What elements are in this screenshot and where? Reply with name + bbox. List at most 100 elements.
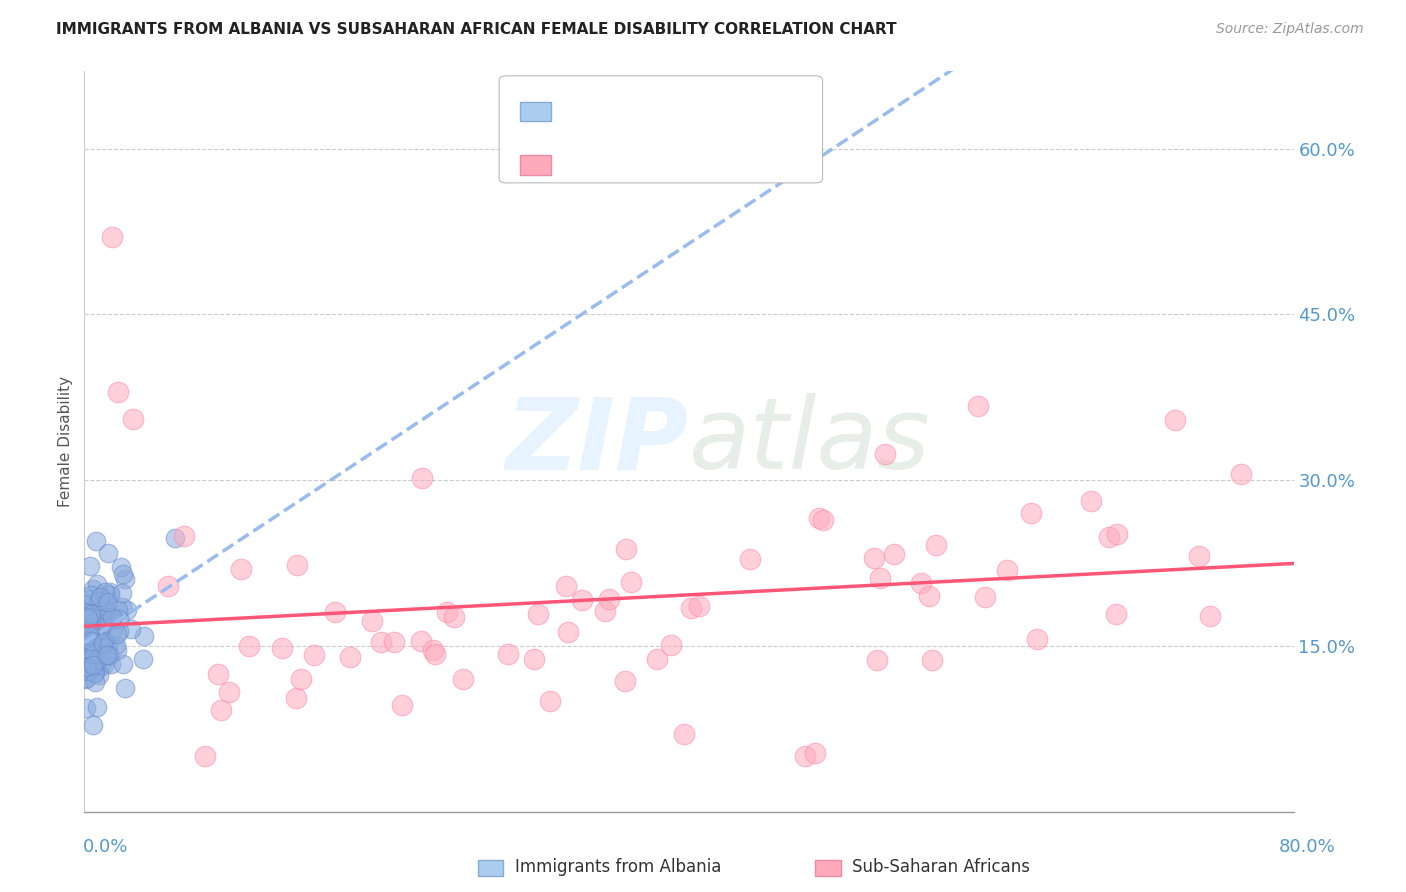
Point	[209, 703, 232, 717]
Point	[1164, 413, 1187, 427]
Text: 97: 97	[723, 103, 747, 120]
Point	[75, 599, 97, 613]
Point	[77, 627, 100, 641]
Point	[82, 657, 104, 672]
Point	[107, 384, 129, 399]
Point	[290, 673, 312, 687]
Point	[157, 579, 180, 593]
Point	[96, 648, 118, 662]
Point	[132, 629, 155, 643]
Point	[231, 562, 253, 576]
Point	[423, 647, 446, 661]
Point	[614, 542, 637, 557]
Point	[498, 647, 520, 661]
Point	[97, 640, 120, 654]
Point	[1198, 608, 1220, 623]
Point	[112, 657, 135, 671]
Point	[121, 412, 143, 426]
Point	[1105, 607, 1128, 621]
Point	[111, 585, 134, 599]
Point	[94, 648, 117, 662]
Text: Sub-Saharan Africans: Sub-Saharan Africans	[852, 858, 1031, 876]
Point	[557, 624, 579, 639]
Point	[111, 567, 134, 582]
Text: Source: ZipAtlas.com: Source: ZipAtlas.com	[1216, 22, 1364, 37]
Point	[97, 648, 120, 662]
Point	[87, 612, 110, 626]
Text: 0.375: 0.375	[610, 156, 662, 174]
Point	[84, 634, 107, 648]
Point	[79, 634, 101, 648]
Text: N =: N =	[675, 103, 723, 120]
Point	[75, 701, 97, 715]
Point	[75, 660, 97, 674]
Text: IMMIGRANTS FROM ALBANIA VS SUBSAHARAN AFRICAN FEMALE DISABILITY CORRELATION CHAR: IMMIGRANTS FROM ALBANIA VS SUBSAHARAN AF…	[56, 22, 897, 37]
Point	[571, 592, 593, 607]
Point	[207, 667, 229, 681]
Point	[409, 633, 432, 648]
Text: 0.0%: 0.0%	[83, 838, 128, 856]
Point	[104, 638, 127, 652]
Point	[77, 616, 100, 631]
Point	[807, 510, 830, 524]
Point	[80, 634, 103, 648]
Point	[97, 595, 120, 609]
Point	[997, 564, 1019, 578]
Point	[422, 642, 444, 657]
Point	[94, 585, 117, 599]
Point	[391, 698, 413, 712]
Point	[411, 471, 433, 485]
Point	[90, 658, 112, 673]
Point	[869, 571, 891, 585]
Point	[918, 589, 941, 603]
Point	[688, 599, 710, 614]
Point	[921, 653, 943, 667]
Point	[538, 694, 561, 708]
Point	[83, 675, 105, 690]
Point	[111, 599, 134, 614]
Point	[1188, 549, 1211, 563]
Point	[79, 646, 101, 660]
Point	[382, 634, 405, 648]
Point	[75, 634, 97, 648]
Point	[83, 628, 105, 642]
Point	[83, 647, 105, 661]
Point	[87, 668, 110, 682]
Point	[973, 590, 995, 604]
Point	[554, 579, 576, 593]
Text: 73: 73	[723, 156, 747, 174]
Point	[323, 606, 346, 620]
Point	[79, 592, 101, 607]
Point	[659, 639, 682, 653]
Point	[527, 607, 550, 621]
Point	[339, 650, 361, 665]
Point	[77, 624, 100, 639]
Point	[866, 653, 889, 667]
Point	[443, 610, 465, 624]
Point	[80, 646, 103, 660]
Point	[93, 604, 115, 618]
Point	[97, 546, 120, 560]
Text: 80.0%: 80.0%	[1279, 838, 1336, 856]
Point	[451, 673, 474, 687]
Point	[105, 626, 128, 640]
Point	[967, 400, 990, 414]
Point	[76, 609, 98, 624]
Point	[593, 604, 616, 618]
Point	[80, 607, 103, 621]
Text: Immigrants from Albania: Immigrants from Albania	[515, 858, 721, 876]
Point	[83, 666, 105, 681]
Point	[87, 624, 110, 638]
Point	[811, 513, 834, 527]
Text: 0.064: 0.064	[610, 103, 662, 120]
Point	[86, 533, 108, 548]
Point	[79, 660, 101, 674]
Point	[82, 656, 104, 670]
Text: ZIP: ZIP	[506, 393, 689, 490]
Point	[1105, 526, 1128, 541]
Point	[925, 538, 948, 552]
Point	[271, 640, 294, 655]
Point	[90, 599, 112, 614]
Point	[98, 588, 121, 602]
Point	[910, 576, 932, 591]
